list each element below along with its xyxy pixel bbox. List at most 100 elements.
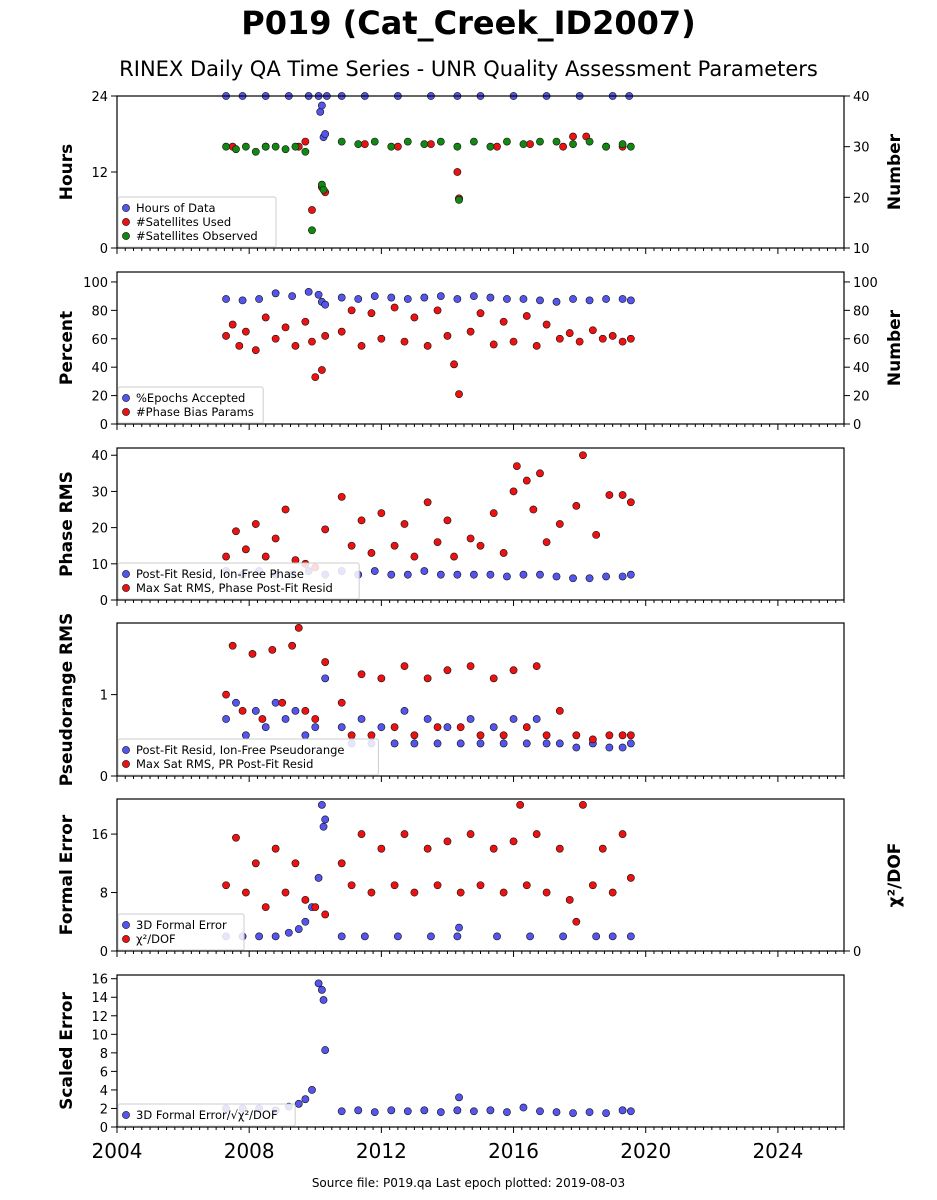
- p4-series-2-point: [522, 723, 531, 732]
- p6-series-1-point: [420, 1106, 429, 1115]
- p5-series-2-point: [347, 881, 356, 890]
- p4-series-1-point: [377, 723, 386, 732]
- p5-series-2-point: [555, 844, 564, 853]
- p5-y-axis-label: Formal Error: [57, 814, 77, 935]
- p2-series-2-point: [241, 327, 250, 336]
- p4-legend-label: Max Sat RMS, PR Post-Fit Resid: [136, 757, 313, 771]
- p2-series-2-point: [251, 346, 260, 355]
- p6-series-1-point: [321, 1046, 330, 1054]
- p3-series-1-point: [602, 572, 610, 581]
- p2-legend-label: %Epochs Accepted: [136, 391, 245, 405]
- p2-series-2-point: [308, 337, 316, 346]
- p5-series-1-point: [317, 800, 326, 809]
- p3-series-2-point: [241, 545, 250, 554]
- p3-series-2-point: [529, 505, 538, 514]
- p4-series-2-point: [400, 662, 409, 671]
- p5-series-2-point: [357, 830, 366, 838]
- p3-frame: [116, 447, 845, 601]
- p2-series-1-point: [618, 295, 627, 303]
- p4-series-2-point: [367, 731, 376, 740]
- p3-series-2-point: [321, 525, 330, 534]
- p4-series-1-point: [291, 706, 300, 715]
- p4-series-1-point: [423, 715, 432, 723]
- p6-y-tick-label: 4: [100, 1084, 108, 1099]
- p1-series-3-point: [281, 145, 290, 154]
- x-tick-label: 2008: [224, 1139, 275, 1163]
- p3-series-2-point: [347, 541, 356, 550]
- p4-series-2-point: [294, 623, 303, 632]
- p2-series-2-point: [532, 341, 541, 350]
- p3-series-2-point: [605, 491, 614, 499]
- p2-series-1-point: [536, 296, 544, 305]
- p4-legend-marker: [122, 760, 130, 768]
- p2-series-2-point: [311, 373, 320, 382]
- p3-series-2-point: [536, 469, 544, 478]
- p1-y2-tick-label: 20: [853, 191, 870, 206]
- p1-y-axis-label: Hours: [57, 144, 77, 201]
- chart-title: P019 (Cat_Creek_ID2007): [241, 4, 696, 42]
- p5-y-tick-label: 0: [100, 945, 108, 960]
- p2-series-1-point: [354, 295, 363, 303]
- p6-y-tick-label: 0: [100, 1121, 108, 1136]
- p4-series-2-point: [377, 674, 386, 683]
- p2-legend-marker: [122, 408, 130, 416]
- p4-series-2-point: [337, 698, 346, 707]
- p5-series-1-point: [592, 932, 601, 941]
- p3-series-2-point: [489, 509, 498, 518]
- p4-series-2-point: [555, 706, 564, 715]
- p3-y-tick-label: 0: [100, 594, 108, 609]
- p4-series-1-point: [572, 743, 581, 752]
- p3-series-2-point: [555, 520, 564, 528]
- p4-y-tick-label: 1: [100, 689, 108, 704]
- p1-y-tick-label: 0: [100, 242, 108, 257]
- p5-legend-label: 3D Formal Error: [136, 918, 227, 932]
- p1-series-3-point: [261, 142, 270, 151]
- p5-series-2-point: [390, 881, 399, 890]
- p4-series-1-point: [410, 739, 419, 748]
- p4-series-2-point: [288, 641, 297, 650]
- p3-series-2-point: [222, 552, 230, 561]
- p4-series-2-point: [466, 662, 475, 671]
- p2-series-1-point: [552, 297, 561, 306]
- p4-series-2-point: [618, 731, 627, 740]
- p5-series-2-point: [565, 895, 574, 904]
- p6-series-1-point: [486, 1106, 495, 1115]
- p2-series-2-point: [400, 337, 409, 346]
- p4-series-1-point: [476, 739, 485, 748]
- p4-series-1-point: [626, 739, 635, 748]
- p1-legend-marker: [122, 232, 130, 240]
- p1-series-3-point: [455, 195, 463, 204]
- p3-series-1-point: [453, 570, 462, 579]
- p3-series-1-point: [536, 570, 544, 579]
- p1-series-3-point: [469, 137, 478, 146]
- p5-y-tick-label: 8: [100, 887, 108, 902]
- p3-series-2-point: [512, 462, 521, 470]
- p4-series-1-point: [555, 739, 564, 748]
- p4-series-2-point: [278, 698, 287, 707]
- p6-y-axis-label: Scaled Error: [57, 992, 77, 1110]
- p3-series-1-point: [519, 570, 528, 579]
- p1-series-2-point: [393, 142, 402, 151]
- p2-y-axis-label: Percent: [57, 311, 77, 385]
- p4-series-2-point: [321, 658, 330, 666]
- p6-series-1-point: [453, 1106, 462, 1115]
- p2-series-1-point: [321, 300, 330, 309]
- p6-series-1-point: [469, 1107, 478, 1116]
- p6-series-1-point: [626, 1107, 635, 1116]
- p3-series-1-point: [403, 570, 412, 579]
- p3-series-2-point: [509, 487, 518, 496]
- p3-series-2-point: [377, 509, 386, 518]
- p4-series-1-point: [433, 739, 442, 748]
- p4-series-2-point: [228, 641, 237, 650]
- p6-series-1-point: [317, 985, 326, 994]
- p6-series-1-point: [536, 1107, 544, 1116]
- p3-legend-marker: [122, 584, 130, 592]
- p5-series-1-point: [455, 923, 463, 932]
- p3-series-2-point: [337, 492, 346, 501]
- p3-series-2-point: [251, 520, 260, 528]
- p3-series-2-point: [618, 491, 627, 499]
- p2-series-2-point: [228, 320, 237, 329]
- p1-series-3-point: [552, 137, 561, 146]
- p3-y-tick-label: 10: [91, 558, 108, 573]
- p4-series-2-point: [258, 715, 267, 723]
